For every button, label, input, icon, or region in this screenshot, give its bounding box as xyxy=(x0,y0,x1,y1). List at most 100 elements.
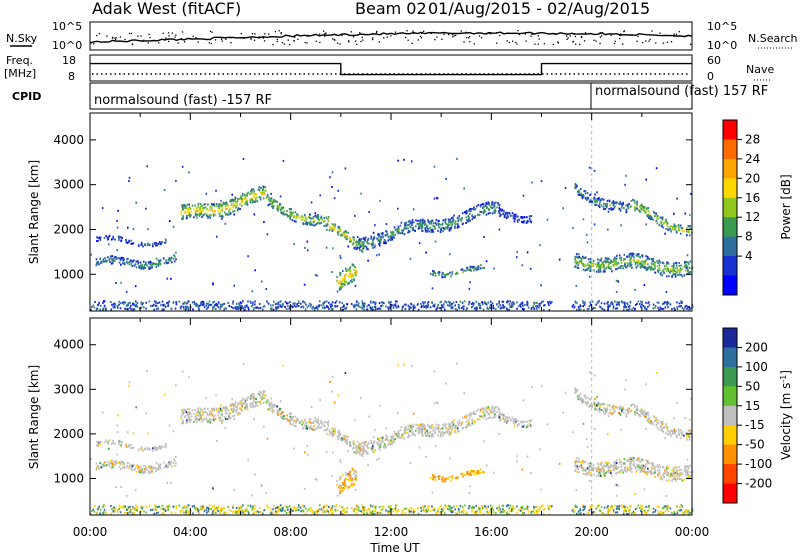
velocity-cell xyxy=(469,424,471,427)
power-cell xyxy=(394,305,397,308)
power-cell xyxy=(405,303,407,306)
nsky-dot xyxy=(283,43,285,45)
nsky-dot xyxy=(538,38,540,40)
power-cell xyxy=(130,304,132,307)
power-cell xyxy=(159,261,161,264)
nsky-dot xyxy=(610,34,612,36)
power-cell xyxy=(674,261,677,264)
power-cell xyxy=(196,216,198,219)
nsky-dot xyxy=(359,32,361,34)
velocity-cell xyxy=(430,477,432,480)
velocity-cell xyxy=(409,430,411,432)
power-cell xyxy=(625,210,628,213)
power-cell xyxy=(427,304,429,307)
power-cell xyxy=(477,266,480,269)
power-cell xyxy=(258,303,261,305)
velocity-cell xyxy=(512,419,514,422)
power-cell xyxy=(235,206,237,209)
power-cell xyxy=(636,260,638,263)
nsky-dot xyxy=(361,36,363,38)
power-cell xyxy=(340,283,342,286)
power-cell xyxy=(484,204,487,207)
power-cell xyxy=(583,265,586,268)
power-cell xyxy=(362,242,365,245)
power-cell xyxy=(499,307,502,310)
power-cell xyxy=(686,306,689,309)
power-cell xyxy=(598,197,600,200)
velocity-cell xyxy=(289,415,292,418)
power-cell xyxy=(125,241,128,244)
power-cell xyxy=(302,306,305,309)
power-cell xyxy=(449,253,451,256)
power-cell xyxy=(689,225,691,228)
power-cell xyxy=(123,301,126,303)
velocity-cell xyxy=(461,421,463,424)
velocity-cell xyxy=(186,408,189,411)
velocity-cell xyxy=(344,484,347,487)
velocity-cell xyxy=(337,435,340,438)
power-cell xyxy=(264,189,266,192)
power-cell xyxy=(189,213,191,216)
power-cell xyxy=(361,248,364,251)
velocity-cell xyxy=(130,447,133,450)
velocity-cell xyxy=(273,405,275,408)
velocity-cell xyxy=(188,413,191,416)
power-cell xyxy=(139,261,142,264)
power-cell xyxy=(445,222,447,225)
power-cell xyxy=(654,267,656,270)
velocity-cell xyxy=(447,423,450,425)
power-cell xyxy=(652,218,655,221)
power-cell xyxy=(259,196,262,199)
velocity-cell xyxy=(348,486,351,489)
velocity-cell xyxy=(424,431,427,434)
power-cell xyxy=(344,167,347,170)
velocity-cell xyxy=(444,432,446,435)
velocity-cell xyxy=(311,428,313,431)
power-cell xyxy=(342,305,345,308)
power-cell xyxy=(288,307,290,310)
velocity-cell xyxy=(161,445,163,448)
power-cell xyxy=(150,261,153,264)
velocity-cell xyxy=(249,405,252,408)
velocity-cell xyxy=(104,461,106,464)
power-cell xyxy=(478,213,481,216)
power-cell xyxy=(633,252,635,255)
power-cell xyxy=(615,303,618,306)
power-cell xyxy=(279,300,282,303)
velocity-cell xyxy=(359,443,362,446)
power-cell xyxy=(674,275,677,278)
power-cell xyxy=(207,306,210,309)
velocity-cell xyxy=(290,412,292,415)
velocity-cell xyxy=(504,417,507,420)
power-cell xyxy=(218,212,221,215)
velocity-cell xyxy=(275,405,277,407)
power-cell xyxy=(219,204,222,207)
power-cell xyxy=(316,308,319,311)
velocity-cell xyxy=(338,431,341,434)
power-cell xyxy=(246,199,249,202)
power-cell xyxy=(281,208,284,211)
velocity-cell xyxy=(454,429,456,432)
power-cell xyxy=(484,301,487,304)
velocity-cell xyxy=(410,425,412,428)
power-cell xyxy=(498,209,501,212)
velocity-cell xyxy=(146,448,149,451)
power-cell xyxy=(618,202,620,205)
power-cell xyxy=(642,265,644,268)
power-cell xyxy=(477,267,479,270)
velocity-cell xyxy=(528,422,531,425)
velocity-cell xyxy=(187,416,190,419)
velocity-cell xyxy=(282,411,284,414)
velocity-cell xyxy=(154,446,156,449)
power-cell xyxy=(200,303,202,306)
power-cell xyxy=(239,307,241,310)
power-cell xyxy=(437,222,439,225)
power-cell xyxy=(620,259,622,262)
power-cell xyxy=(482,207,484,209)
power-cell xyxy=(479,304,482,307)
velocity-cell xyxy=(358,442,361,445)
power-cell xyxy=(629,205,632,208)
power-cell xyxy=(284,300,287,303)
velocity-cell xyxy=(379,446,382,448)
power-cell xyxy=(619,209,622,212)
